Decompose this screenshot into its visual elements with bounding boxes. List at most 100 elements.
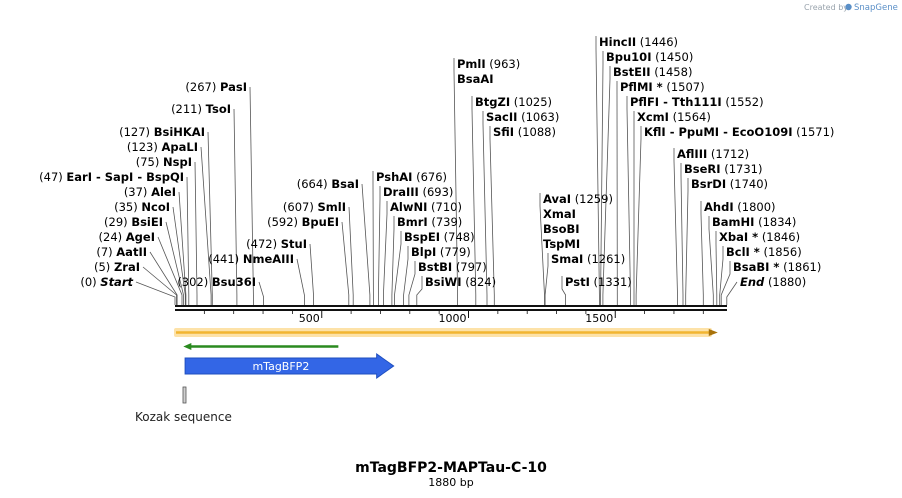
site-label-bpu10i[interactable]: Bpu10I (1450) bbox=[606, 50, 693, 64]
enzyme-name: NmeAIII bbox=[243, 252, 294, 266]
leader-line-bsihkai bbox=[207, 131, 213, 305]
kozak-sequence-box[interactable] bbox=[182, 386, 187, 404]
site-label-psti[interactable]: PstI (1331) bbox=[565, 275, 632, 289]
site-label-ncoi[interactable]: (35) NcoI bbox=[114, 200, 170, 214]
site-label-draiii[interactable]: DraIII (693) bbox=[383, 185, 453, 199]
site-label-xmai[interactable]: XmaI bbox=[543, 207, 576, 221]
cut-position: (664) bbox=[297, 177, 328, 191]
cut-position: (1712) bbox=[711, 147, 749, 161]
enzyme-name: BspEI bbox=[404, 230, 440, 244]
leader-line-zrai bbox=[142, 266, 177, 305]
site-label-agei[interactable]: (24) AgeI bbox=[99, 230, 155, 244]
site-label-nspi[interactable]: (75) NspI bbox=[136, 155, 192, 169]
cut-position: (127) bbox=[119, 125, 150, 139]
site-label-pshai[interactable]: PshAI (676) bbox=[376, 170, 447, 184]
enzyme-name: AhdI bbox=[704, 200, 734, 214]
site-label-bsu36i[interactable]: (302) Bsu36I bbox=[177, 275, 256, 289]
site-label-nmeaiii[interactable]: (441) NmeAIII bbox=[208, 252, 294, 266]
leader-line-bamhi bbox=[708, 216, 714, 305]
site-label-tspmi[interactable]: TspMI bbox=[543, 237, 580, 251]
brand-prefix: Created by bbox=[804, 3, 848, 12]
enzyme-name: Bpu10I bbox=[606, 50, 651, 64]
site-label-ahdi[interactable]: AhdI (1800) bbox=[704, 200, 776, 214]
leader-line-alei bbox=[178, 191, 187, 305]
site-label-bsrdi[interactable]: BsrDI (1740) bbox=[691, 177, 768, 191]
site-label-xcmi[interactable]: XcmI (1564) bbox=[637, 110, 711, 124]
leader-line-hincii bbox=[595, 36, 600, 305]
enzyme-name: TspMI bbox=[543, 237, 580, 251]
enzyme-name: AleI bbox=[151, 185, 176, 199]
leader-line-aatii bbox=[149, 251, 178, 305]
site-label-bstbi[interactable]: BstBI (797) bbox=[418, 260, 487, 274]
cut-position: (267) bbox=[185, 80, 216, 94]
site-label-bsihkai[interactable]: (127) BsiHKAI bbox=[119, 125, 205, 139]
leader-line-eari-sapi-bspqi bbox=[186, 176, 190, 305]
site-label-zrai[interactable]: (5) ZraI bbox=[94, 260, 140, 274]
site-label-bsiei[interactable]: (29) BsiEI bbox=[104, 215, 163, 229]
site-label-stui[interactable]: (472) StuI bbox=[246, 237, 307, 251]
cut-position: (302) bbox=[177, 275, 208, 289]
site-label-tsoi[interactable]: (211) TsoI bbox=[171, 102, 231, 116]
cut-position: (797) bbox=[456, 260, 487, 274]
site-label-kfli-ppumi-ecoo109i[interactable]: KflI - PpuMI - EcoO109I (1571) bbox=[644, 125, 834, 139]
site-label-bsobi[interactable]: BsoBI bbox=[543, 222, 580, 236]
scale-ticks: 500 1000 1500 bbox=[203, 311, 704, 325]
site-label-bcli[interactable]: BclI * (1856) bbox=[726, 245, 802, 259]
cut-position: (607) bbox=[283, 200, 314, 214]
site-label-smai[interactable]: SmaI (1261) bbox=[551, 252, 625, 266]
enzyme-name: BstEII bbox=[613, 65, 651, 79]
site-label-bamhi[interactable]: BamHI (1834) bbox=[712, 215, 796, 229]
site-label-smli[interactable]: (607) SmlI bbox=[283, 200, 346, 214]
enzyme-name: PshAI bbox=[376, 170, 412, 184]
cut-position: (676) bbox=[416, 170, 447, 184]
site-label-bsai[interactable]: (664) BsaI bbox=[297, 177, 359, 191]
site-label-pflfi-tth111i[interactable]: PflFI - Tth111I (1552) bbox=[630, 95, 764, 109]
site-label-pasi[interactable]: (267) PasI bbox=[185, 80, 247, 94]
enzyme-name: PasI bbox=[220, 80, 247, 94]
cut-position: (75) bbox=[136, 155, 160, 169]
mtagbfp2-cds-arrow[interactable] bbox=[184, 353, 395, 379]
site-label-pmli[interactable]: PmlI (963) bbox=[457, 57, 520, 71]
site-label-blpi[interactable]: BlpI (779) bbox=[411, 245, 471, 259]
cut-position: (1571) bbox=[796, 125, 834, 139]
full-span-feature-arrowhead bbox=[708, 329, 718, 336]
leader-line-apali bbox=[200, 146, 212, 305]
site-label-pflmi[interactable]: PflMI * (1507) bbox=[620, 80, 705, 94]
site-label-xbai[interactable]: XbaI * (1846) bbox=[719, 230, 800, 244]
site-label-bsteii[interactable]: BstEII (1458) bbox=[613, 65, 692, 79]
site-label-avai[interactable]: AvaI (1259) bbox=[543, 192, 613, 206]
site-label-bsabi[interactable]: BsaBI * (1861) bbox=[733, 260, 821, 274]
cut-position: (1564) bbox=[673, 110, 711, 124]
enzyme-name: XcmI bbox=[637, 110, 669, 124]
site-label-afliii[interactable]: AflIII (1712) bbox=[677, 147, 749, 161]
site-label-bpuei[interactable]: (592) BpuEI bbox=[267, 215, 339, 229]
site-label-bseri[interactable]: BseRI (1731) bbox=[684, 162, 762, 176]
site-label-start[interactable]: (0) Start bbox=[80, 275, 133, 289]
leader-line-bsiwi bbox=[416, 276, 423, 305]
site-label-bspei[interactable]: BspEI (748) bbox=[404, 230, 475, 244]
site-label-alwni[interactable]: AlwNI (710) bbox=[390, 200, 462, 214]
cut-position: (693) bbox=[422, 185, 453, 199]
site-label-bsaai[interactable]: BsaAI bbox=[457, 72, 494, 86]
leader-line-nspi bbox=[194, 161, 198, 305]
site-label-alei[interactable]: (37) AleI bbox=[124, 185, 176, 199]
site-label-aatii[interactable]: (7) AatII bbox=[96, 245, 147, 259]
leader-line-bsteii bbox=[602, 66, 611, 305]
site-label-end[interactable]: End (1880) bbox=[740, 275, 806, 289]
enzyme-name: BstBI bbox=[418, 260, 452, 274]
snapgene-logo-icon bbox=[845, 3, 852, 11]
cut-position: (1856) bbox=[763, 245, 801, 259]
cut-position: (1861) bbox=[783, 260, 821, 274]
site-label-eari-sapi-bspqi[interactable]: (47) EarI - SapI - BspQI bbox=[39, 170, 184, 184]
site-label-bsiwi[interactable]: BsiWI (824) bbox=[425, 275, 496, 289]
site-label-bmri[interactable]: BmrI (739) bbox=[397, 215, 462, 229]
site-label-apali[interactable]: (123) ApaLI bbox=[127, 140, 198, 154]
site-label-hincii[interactable]: HincII (1446) bbox=[599, 35, 678, 49]
cut-position: (37) bbox=[124, 185, 148, 199]
site-label-sacii[interactable]: SacII (1063) bbox=[486, 110, 559, 124]
enzyme-name: PmlI bbox=[457, 57, 486, 71]
site-label-sfii[interactable]: SfiI (1088) bbox=[493, 125, 556, 139]
site-label-btgzi[interactable]: BtgZI (1025) bbox=[475, 95, 552, 109]
enzyme-name: BsoBI bbox=[543, 222, 580, 236]
